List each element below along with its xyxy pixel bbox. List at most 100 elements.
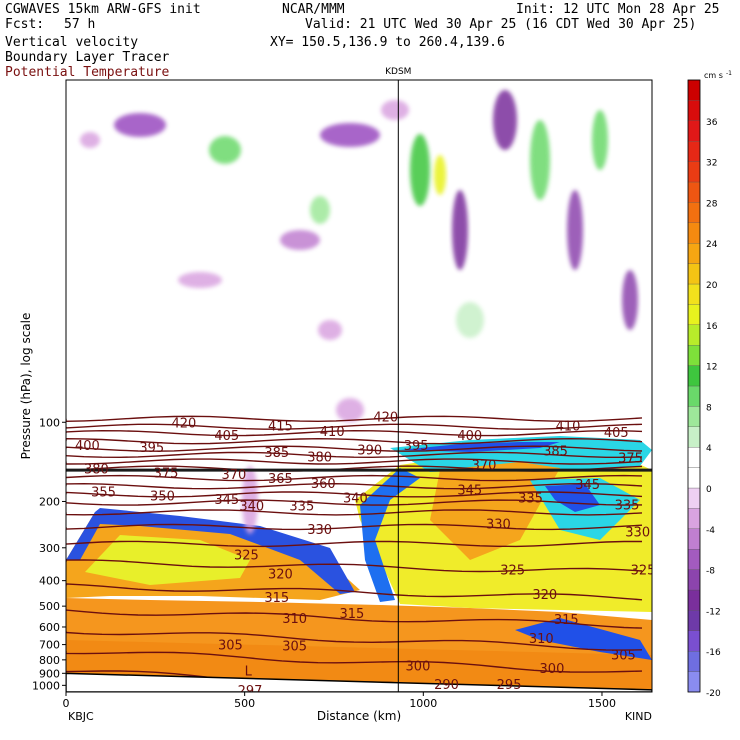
theta-label-48: 305	[611, 649, 636, 664]
theta-label-53: 297	[238, 684, 263, 699]
colorbar-swatch-22	[687, 243, 701, 264]
theta-contour-line-10	[66, 482, 643, 490]
theta-contour-line-20	[66, 650, 643, 673]
theta-contour-line-11	[66, 491, 643, 498]
colorbar-label-0: 0	[706, 485, 712, 495]
x-tick-label-1000: 1000	[409, 697, 437, 710]
field-boundary-layer-tracer: Boundary Layer Tracer	[5, 50, 170, 65]
theta-label-8: 400	[75, 439, 100, 454]
theta-label-16: 375	[618, 451, 643, 466]
theta-label-3: 410	[320, 425, 345, 440]
y-tick-label-200: 200	[39, 495, 60, 508]
colorbar-label-8: 8	[706, 403, 712, 413]
theta-label-14: 380	[307, 451, 332, 466]
vertical-velocity-cell-8	[493, 90, 517, 150]
colorbar-swatch-25	[687, 181, 701, 203]
vertical-velocity-cell-11	[592, 110, 608, 170]
theta-label-15: 385	[543, 444, 568, 459]
theta-label-9: 395	[139, 441, 164, 456]
theta-label-38: 325	[631, 563, 656, 578]
vertical-velocity-cell-2	[209, 136, 241, 164]
theta-label-17: 380	[84, 463, 109, 478]
x-tick-label-500: 500	[234, 697, 255, 710]
y-tick-label-600: 600	[39, 621, 60, 634]
field-vertical-velocity: Vertical velocity	[5, 35, 139, 50]
cross-section-endpoints: XY= 150.5,136.9 to 260.4,139.6	[270, 35, 505, 50]
theta-label-43: 315	[554, 613, 579, 628]
colorbar-label-36: 36	[706, 118, 718, 128]
colorbar-swatch-7	[687, 549, 701, 570]
theta-label-44: 310	[282, 612, 307, 627]
plot-frame	[65, 79, 653, 693]
theta-contour-line-6	[66, 451, 643, 459]
theta-label-35: 330	[625, 525, 650, 540]
theta-label-52: 295	[497, 678, 522, 693]
y-tick-label-300: 300	[39, 542, 60, 555]
theta-contour-line-15	[66, 540, 642, 548]
theta-label-29: 345	[457, 483, 482, 498]
colorbar-swatch-30	[687, 79, 701, 101]
theta-label-25: 345	[214, 493, 239, 508]
theta-label-23: 355	[91, 485, 116, 500]
y-tick-label-100: 100	[39, 416, 60, 429]
low-marker-label: L	[245, 665, 253, 680]
colorbar-swatch-3	[687, 630, 701, 652]
vertical-velocity-cell-7	[452, 190, 468, 270]
valid-time: Valid: 21 UTC Wed 30 Apr 25 (16 CDT Wed …	[305, 17, 697, 32]
colorbar-swatch-6	[687, 569, 701, 591]
theta-label-13: 385	[264, 446, 289, 461]
theta-label-20: 365	[268, 472, 293, 487]
colorbar-swatch-12	[687, 447, 701, 468]
station-left-label: KBJC	[68, 710, 94, 723]
org-label: NCAR/MMM	[282, 2, 345, 17]
colorbar-swatch-9	[687, 508, 701, 529]
station-kdsm-label: KDSM	[385, 67, 411, 77]
theta-label-50: 300	[540, 662, 565, 677]
colorbar-label-32: 32	[706, 159, 717, 169]
theta-contour-line-4	[66, 437, 643, 445]
colorbar-swatch-21	[687, 263, 701, 285]
colorbar-swatch-13	[687, 426, 701, 448]
theta-contour-line-12	[66, 499, 643, 506]
colorbar-label-24: 24	[706, 240, 718, 250]
theta-label-26: 340	[239, 499, 264, 514]
station-right-label: KIND	[625, 710, 652, 723]
colorbar-label-12: 12	[706, 363, 717, 373]
theta-contour-line-3	[66, 429, 643, 437]
theta-contour-line-18	[66, 609, 643, 629]
vertical-velocity-cell-13	[318, 320, 342, 340]
vertical-velocity-cell-15	[80, 132, 100, 148]
theta-label-2: 415	[268, 420, 293, 435]
theta-label-45: 310	[529, 632, 554, 647]
theta-label-39: 320	[268, 567, 293, 582]
theta-label-47: 305	[282, 639, 307, 654]
theta-contour-line-2	[66, 423, 643, 430]
colorbar-swatch-20	[687, 283, 701, 305]
theta-label-21: 370	[472, 459, 497, 474]
y-tick-label-800: 800	[39, 654, 60, 667]
west-yellow-core-fill	[85, 535, 250, 585]
colorbar-label-neg4: -4	[706, 526, 715, 536]
theta-label-32: 335	[615, 498, 640, 513]
theta-contour-line-9	[66, 474, 643, 482]
theta-label-7: 405	[214, 429, 239, 444]
y-axis-label: Pressure (hPa), log scale	[19, 313, 33, 460]
theta-label-34: 330	[486, 518, 511, 533]
y-tick-label-500: 500	[39, 600, 60, 613]
colorbar-swatch-19	[687, 304, 701, 325]
colorbar-frame	[687, 79, 701, 693]
theta-contour-line-17	[66, 583, 643, 601]
y-tick-label-1000: 1000	[32, 679, 60, 692]
colorbar-label-neg8: -8	[706, 567, 715, 577]
vertical-velocity-cell-5	[410, 134, 430, 206]
colorbar-swatch-16	[687, 365, 701, 387]
theta-label-10: 400	[457, 429, 482, 444]
init-time: Init: 12 UTC Mon 28 Apr 25	[516, 2, 720, 17]
colorbar-swatch-5	[687, 589, 701, 611]
theta-contour-line-16	[66, 559, 643, 573]
colorbar-swatch-8	[687, 528, 701, 550]
forecast-label: Fcst:	[5, 17, 45, 32]
east-plume-west-edge-fill	[360, 468, 420, 602]
theta-contour-line-13	[66, 509, 643, 516]
